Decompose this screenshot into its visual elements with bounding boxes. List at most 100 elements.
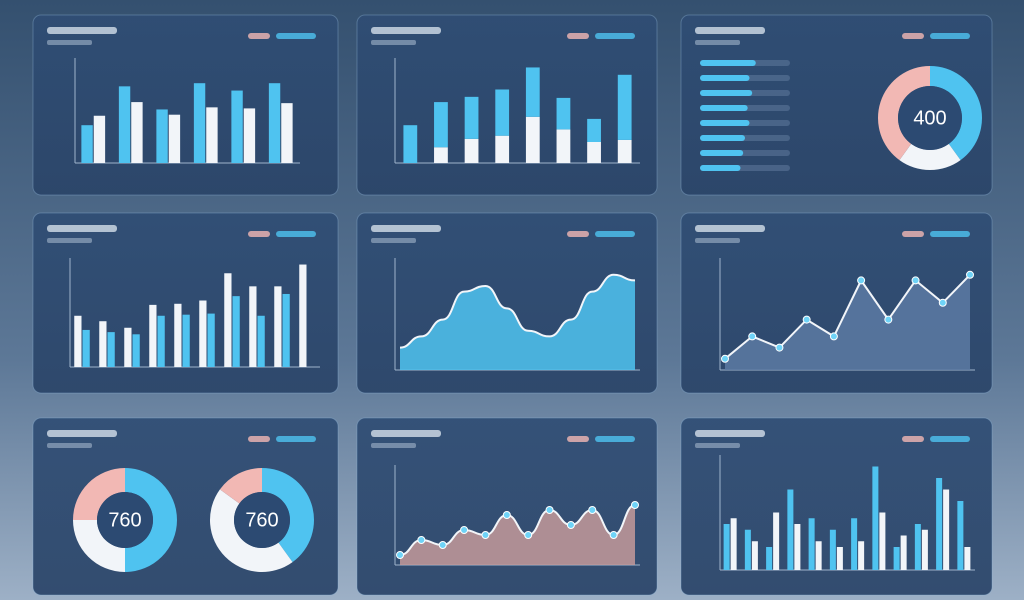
area-fill	[725, 274, 970, 370]
bar	[858, 541, 865, 570]
marker	[884, 315, 893, 324]
placeholder-subtitle	[47, 40, 92, 45]
bar	[723, 524, 730, 570]
bar	[232, 296, 240, 367]
donut-center-label: 760	[245, 509, 278, 531]
marker	[588, 506, 597, 514]
marker	[748, 332, 757, 341]
bar	[964, 547, 971, 570]
placeholder-subtitle	[371, 238, 416, 243]
bar	[730, 518, 737, 570]
line	[724, 274, 971, 360]
placeholder-title	[47, 27, 117, 34]
donut-segment	[899, 143, 961, 170]
placeholder-legend	[567, 436, 589, 442]
bar	[700, 150, 744, 156]
bar	[99, 321, 107, 367]
placeholder-legend	[276, 231, 316, 237]
bar	[556, 129, 571, 163]
bar	[107, 332, 115, 367]
bar	[182, 314, 190, 367]
bar	[156, 109, 168, 163]
donut-segment	[210, 489, 293, 573]
bar	[199, 300, 207, 367]
bar	[299, 264, 307, 367]
bar	[243, 108, 256, 163]
bar	[257, 315, 265, 367]
bar	[700, 60, 756, 66]
placeholder-subtitle	[695, 443, 740, 448]
marker	[396, 551, 404, 559]
placeholder-subtitle	[695, 238, 740, 243]
donut-segment	[73, 468, 125, 520]
marker	[631, 501, 639, 509]
placeholder-legend	[567, 33, 589, 39]
bar	[495, 135, 510, 163]
marker	[417, 536, 426, 544]
placeholder-legend	[930, 33, 970, 39]
marker	[481, 531, 490, 539]
bar	[700, 75, 750, 81]
bar	[587, 142, 601, 163]
bar	[434, 102, 448, 148]
placeholder-title	[47, 430, 117, 437]
bar	[131, 102, 143, 163]
bar	[829, 529, 836, 570]
line	[399, 273, 636, 349]
donut-hole	[898, 86, 962, 150]
bar	[700, 135, 745, 141]
bar	[168, 114, 181, 163]
bar	[836, 547, 843, 570]
marker	[545, 506, 554, 514]
marker	[829, 332, 838, 341]
placeholder-subtitle	[47, 443, 92, 448]
bar	[773, 512, 780, 570]
bar	[525, 67, 540, 117]
bar	[700, 105, 748, 111]
area-fill	[400, 505, 635, 565]
donut-hole	[97, 492, 153, 548]
bar	[434, 147, 448, 163]
bar	[617, 74, 632, 140]
donut-center-label: 760	[108, 509, 141, 531]
bar	[872, 466, 879, 570]
bar	[851, 518, 858, 570]
marker	[802, 315, 811, 324]
placeholder-legend	[276, 436, 316, 442]
bar	[268, 83, 281, 163]
placeholder-legend	[248, 231, 270, 237]
bar	[281, 103, 293, 163]
bar	[617, 139, 632, 163]
bar	[206, 107, 218, 163]
donut-segment	[125, 468, 177, 572]
bar	[403, 125, 418, 163]
bar	[751, 541, 758, 570]
bar	[808, 518, 815, 570]
marker	[857, 276, 866, 285]
marker	[609, 531, 618, 539]
marker	[438, 541, 447, 549]
marker	[460, 526, 469, 534]
placeholder-legend	[248, 436, 270, 442]
placeholder-legend	[248, 33, 270, 39]
placeholder-legend	[567, 231, 589, 237]
placeholder-subtitle	[371, 443, 416, 448]
placeholder-subtitle	[47, 238, 92, 243]
donut-segment	[73, 520, 125, 572]
bar	[124, 327, 132, 367]
bar	[174, 303, 182, 367]
bar	[82, 329, 90, 367]
bar	[118, 86, 131, 163]
bar	[464, 96, 479, 139]
donut-segment	[878, 66, 930, 161]
placeholder-title	[47, 225, 117, 232]
marker	[566, 521, 575, 529]
placeholder-subtitle	[695, 40, 740, 45]
bar	[893, 547, 900, 570]
marker	[524, 531, 533, 539]
placeholder-legend	[595, 33, 635, 39]
panel	[680, 417, 993, 596]
area-fill	[400, 274, 635, 370]
placeholder-legend	[595, 436, 635, 442]
